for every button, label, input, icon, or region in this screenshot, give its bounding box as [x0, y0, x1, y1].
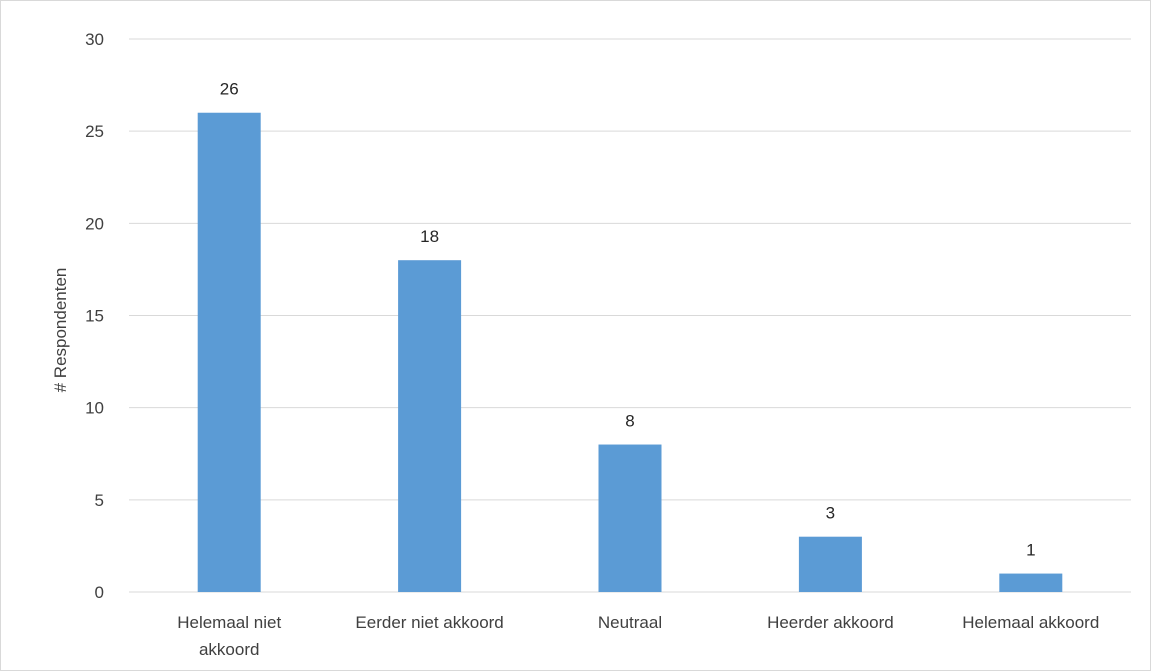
x-category-label: Helemaal akkoord: [962, 613, 1099, 632]
data-label: 3: [826, 504, 835, 523]
data-label: 8: [625, 412, 634, 431]
x-axis-categories: Helemaal niet akkoord Eerder niet akkoord N…: [177, 613, 1099, 659]
data-label: 18: [420, 227, 439, 246]
x-category-label: akkoord: [199, 640, 259, 659]
data-labels: 26 18 8 3 1: [220, 80, 1036, 560]
data-label: 26: [220, 80, 239, 99]
gridlines: [129, 38, 1131, 593]
y-tick-label: 20: [85, 214, 104, 233]
x-category-label: Helemaal niet: [177, 613, 281, 632]
data-label: 1: [1026, 541, 1035, 560]
bars: [197, 112, 1063, 592]
y-tick-label: 5: [95, 491, 104, 510]
y-tick-label: 10: [85, 399, 104, 418]
x-category-label: Eerder niet akkoord: [355, 613, 503, 632]
x-category-label: Heerder akkoord: [767, 613, 894, 632]
x-category-label: Neutraal: [598, 613, 662, 632]
y-tick-label: 25: [85, 122, 104, 141]
bar: [798, 536, 862, 592]
bar: [197, 112, 261, 592]
y-axis-ticks: 0 5 10 15 20 25 30: [85, 30, 104, 602]
bar: [999, 573, 1063, 592]
bar: [598, 444, 662, 592]
y-tick-label: 0: [95, 583, 104, 602]
y-axis-title: # Respondenten: [51, 268, 70, 393]
bar: [398, 260, 462, 592]
y-tick-label: 30: [85, 30, 104, 49]
y-tick-label: 15: [85, 307, 104, 326]
